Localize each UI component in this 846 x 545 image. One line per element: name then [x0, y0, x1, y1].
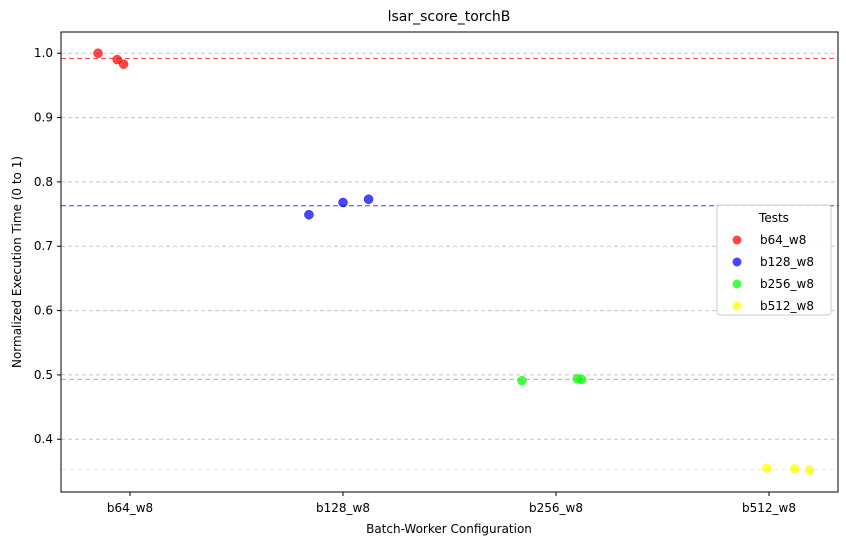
y-tick-label: 0.6 [34, 304, 53, 318]
data-point [762, 463, 772, 473]
legend-box [716, 204, 832, 316]
data-point [118, 59, 129, 69]
data-point [363, 194, 374, 205]
legend-marker [732, 235, 742, 245]
x-axis-label: Batch-Worker Configuration [366, 522, 532, 536]
data-points [93, 48, 815, 475]
legend-label: b256_w8 [760, 277, 814, 291]
grid-lines [61, 52, 838, 440]
mean-lines [61, 57, 838, 470]
y-tick-label: 0.8 [34, 175, 53, 189]
x-tick-label: b128_w8 [316, 501, 370, 515]
data-point [517, 375, 527, 386]
x-tick-label: b512_w8 [742, 501, 796, 515]
x-tick-label: b64_w8 [107, 501, 153, 515]
data-point [93, 48, 103, 58]
legend-marker [732, 301, 742, 311]
y-axis-label: Normalized Execution Time (0 to 1) [10, 156, 24, 368]
data-point [338, 197, 348, 208]
y-tick-label: 0.9 [34, 111, 53, 125]
y-axis: 0.4 0.5 0.6 0.7 0.8 0.9 1.0 [34, 46, 61, 446]
y-tick-label: 0.4 [34, 432, 53, 446]
y-tick-label: 1.0 [34, 46, 53, 60]
legend-marker [732, 257, 742, 267]
legend-label: b512_w8 [760, 299, 814, 313]
plot-frame [60, 31, 839, 493]
data-point [804, 465, 815, 475]
x-tick-label: b256_w8 [529, 501, 583, 515]
data-point [576, 374, 587, 385]
legend-marker [732, 279, 742, 289]
data-point [304, 209, 314, 220]
y-tick-label: 0.5 [34, 368, 53, 382]
y-tick-label: 0.7 [34, 239, 53, 253]
chart-title: lsar_score_torchB [388, 9, 511, 25]
legend-title: Tests [758, 211, 789, 225]
legend-label: b64_w8 [760, 233, 806, 247]
x-axis: b64_w8 b128_w8 b256_w8 b512_w8 [107, 492, 796, 515]
data-point [789, 464, 800, 474]
legend-label: b128_w8 [760, 255, 814, 269]
legend: Tests b64_w8 b128_w8 b256_w8 b512_w8 [716, 204, 832, 316]
